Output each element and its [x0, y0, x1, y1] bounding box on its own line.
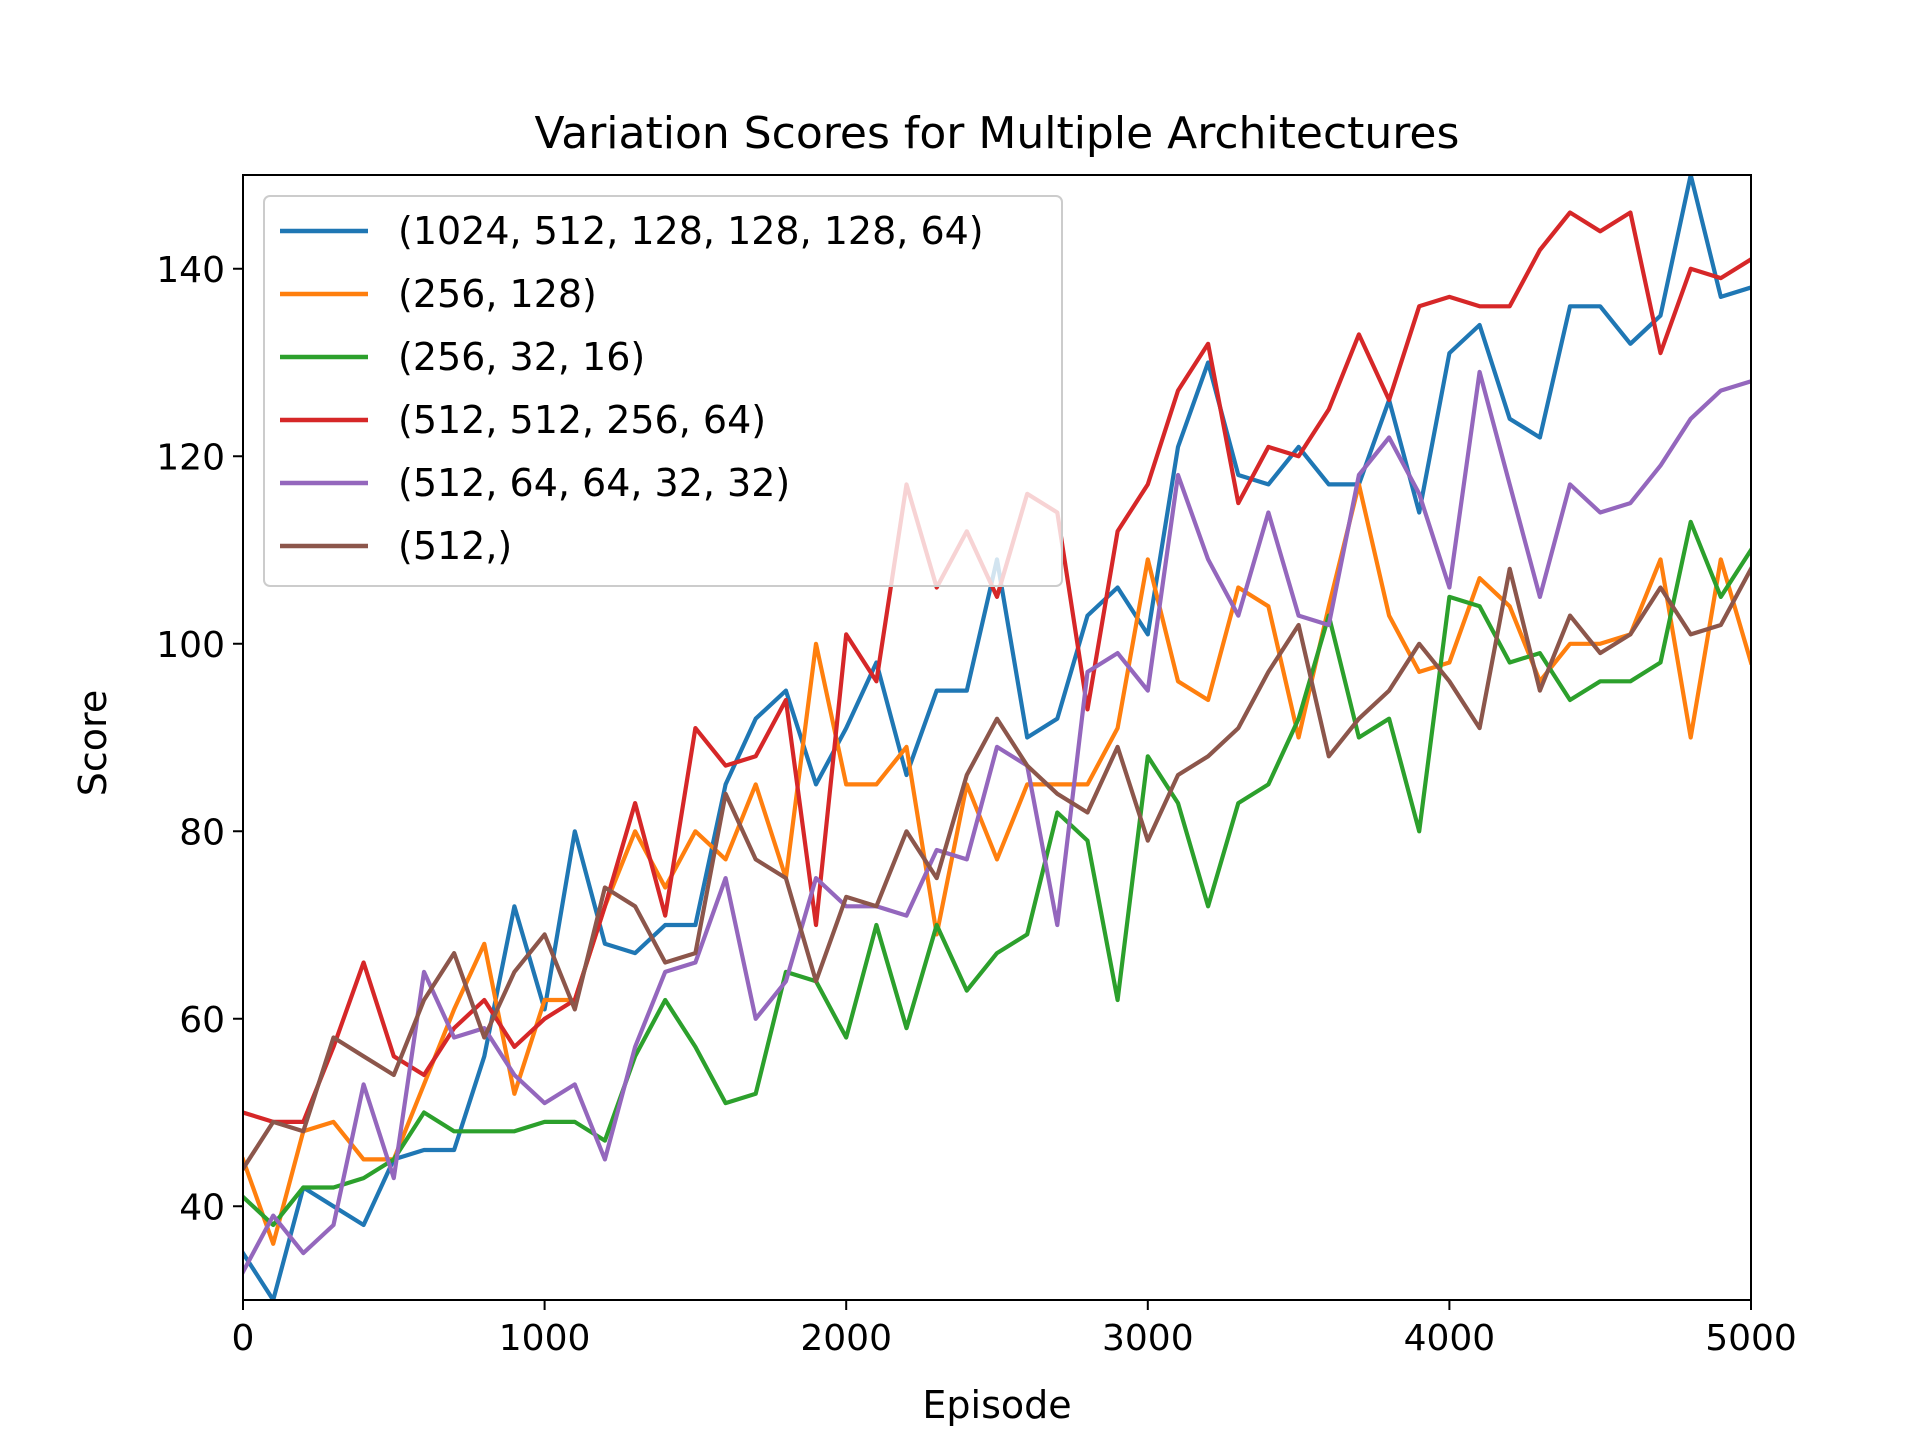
x-tick-label: 4000	[1404, 1318, 1496, 1359]
legend-label: (256, 32, 16)	[398, 335, 645, 379]
y-axis-label: Score	[71, 690, 115, 796]
axes: 0 1000 2000 3000 4000 5000 40 60 80 100 120 140	[156, 174, 1797, 1359]
x-tick-label: 3000	[1102, 1318, 1194, 1359]
y-tick-label: 80	[179, 812, 225, 853]
legend-label: (512, 64, 64, 32, 32)	[398, 461, 790, 505]
x-tick-label: 2000	[800, 1318, 892, 1359]
x-tick-label: 0	[232, 1318, 255, 1359]
y-tick-label: 60	[179, 1000, 225, 1041]
x-tick-label: 5000	[1705, 1318, 1797, 1359]
axes-frame	[242, 174, 1752, 1301]
chart-title: Variation Scores for Multiple Architectu…	[535, 108, 1460, 159]
legend-label: (256, 128)	[398, 272, 597, 316]
series-line-3	[243, 519, 1751, 1228]
legend: (1024, 512, 128, 128, 128, 64) (256, 128)…	[263, 195, 1063, 587]
y-tick-label: 100	[156, 625, 225, 666]
x-tick-label: 1000	[499, 1318, 591, 1359]
legend-label: (1024, 512, 128, 128, 128, 64)	[398, 209, 984, 253]
y-tick-label: 120	[156, 437, 225, 478]
y-tick-label: 40	[179, 1187, 225, 1228]
legend-label: (512, 512, 256, 64)	[398, 398, 766, 442]
legend-box	[263, 195, 1063, 587]
plot-area	[243, 175, 1751, 1300]
y-tick-label: 140	[156, 250, 225, 291]
series-line-5	[243, 369, 1751, 1275]
x-axis-label: Episode	[922, 1383, 1071, 1427]
legend-label: (512,)	[398, 524, 512, 568]
series-line-2	[243, 482, 1751, 1246]
series-line-6	[243, 565, 1751, 1172]
